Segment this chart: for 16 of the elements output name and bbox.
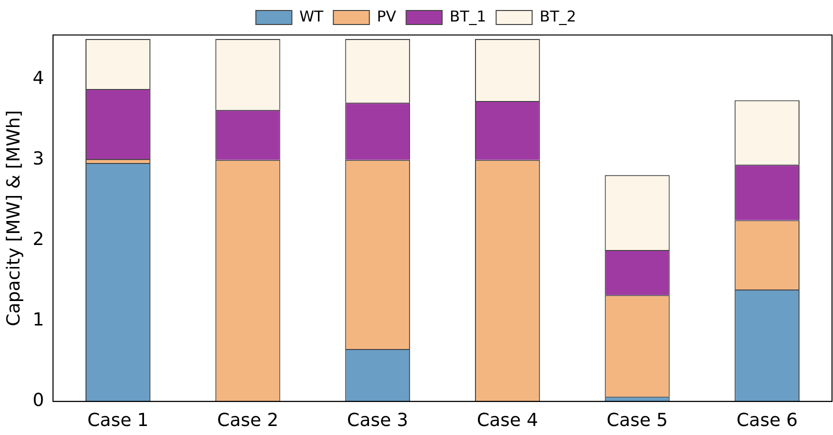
x-tick-label: Case 2 bbox=[217, 410, 278, 431]
y-tick-label: 2 bbox=[32, 229, 44, 250]
x-tick-label: Case 6 bbox=[736, 410, 798, 431]
y-tick-label: 0 bbox=[32, 390, 44, 412]
y-tick-label: 3 bbox=[32, 148, 44, 170]
legend-label: BT_2 bbox=[540, 7, 576, 26]
legend-label: BT_1 bbox=[450, 7, 486, 26]
y-tick-label: 4 bbox=[32, 68, 44, 89]
legend-label: WT bbox=[299, 7, 324, 26]
x-tick-label: Case 1 bbox=[87, 410, 149, 431]
y-tick-label: 1 bbox=[32, 310, 44, 331]
x-tick-label: Case 4 bbox=[476, 410, 538, 431]
y-axis-title: Capacity [MW] & [MWh] bbox=[3, 110, 24, 326]
x-tick-label: Case 3 bbox=[346, 410, 408, 431]
legend-label: PV bbox=[376, 7, 397, 26]
x-tick-label: Case 5 bbox=[606, 410, 668, 431]
